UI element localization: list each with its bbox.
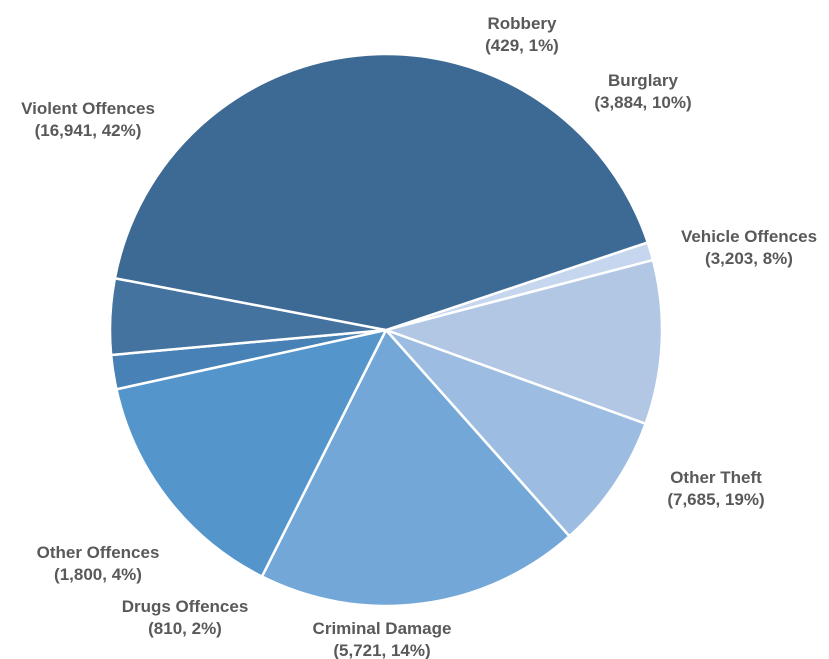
slice-label-other-offences: Other Offences xyxy=(37,543,160,562)
slice-value-violent-offences: (16,941, 42%) xyxy=(35,121,142,140)
slice-label-vehicle-offences: Vehicle Offences xyxy=(681,227,817,246)
slice-value-robbery: (429, 1%) xyxy=(485,36,559,55)
slice-value-other-offences: (1,800, 4%) xyxy=(54,565,142,584)
slice-value-drugs-offences: (810, 2%) xyxy=(148,619,222,638)
slice-label-robbery: Robbery xyxy=(488,14,558,33)
pie-labels: Robbery (429, 1%) Burglary (3,884, 10%) Vehi… xyxy=(21,14,817,659)
slice-value-criminal-damage: (5,721, 14%) xyxy=(333,641,430,659)
slice-criminal-damage xyxy=(114,328,389,579)
slice-label-other-theft: Other Theft xyxy=(670,468,762,487)
slice-value-burglary: (3,884, 10%) xyxy=(594,93,691,112)
pie-slices xyxy=(108,52,664,608)
slice-other-theft xyxy=(260,327,572,608)
slice-label-violent-offences: Violent Offences xyxy=(21,99,155,118)
slice-value-other-theft: (7,685, 19%) xyxy=(667,490,764,509)
slice-value-vehicle-offences: (3,203, 8%) xyxy=(705,249,793,268)
slice-burglary xyxy=(381,258,664,426)
slice-label-criminal-damage: Criminal Damage xyxy=(313,619,452,638)
slice-violent-offences xyxy=(113,52,650,332)
slice-label-drugs-offences: Drugs Offences xyxy=(122,597,249,616)
slice-vehicle-offences xyxy=(385,328,648,539)
slice-label-burglary: Burglary xyxy=(608,71,678,90)
